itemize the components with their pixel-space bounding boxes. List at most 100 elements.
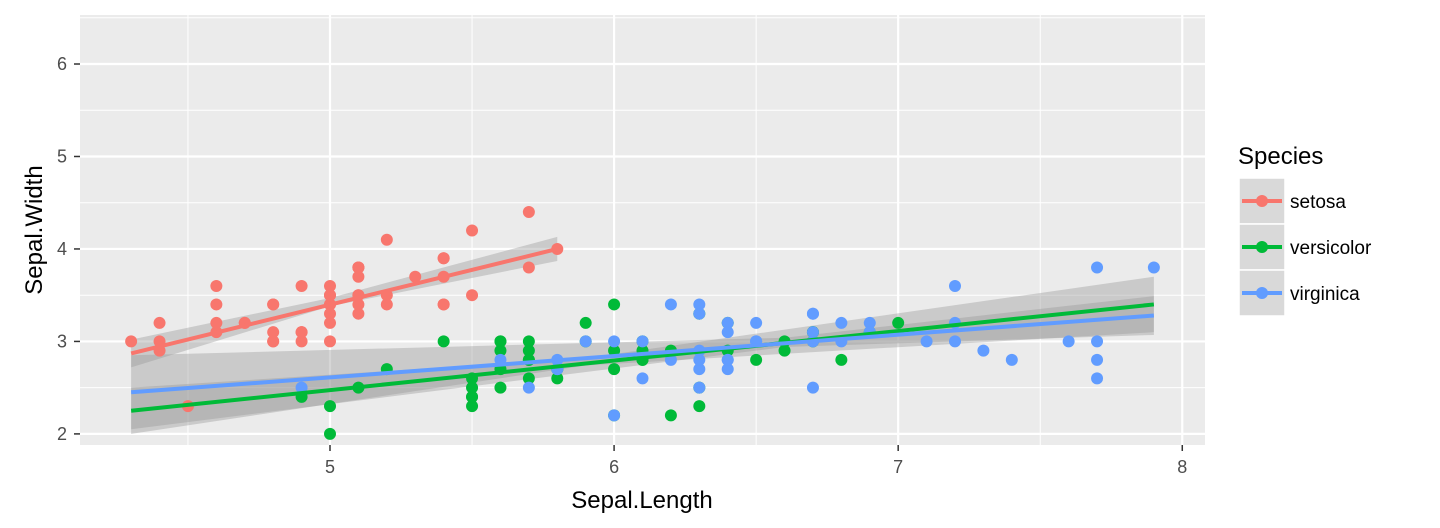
y-tick-labels: 2 3 4 5 6: [57, 54, 67, 444]
point-virginica: [295, 381, 308, 394]
legend-keys: setosa versicolor virginica: [1238, 177, 1372, 317]
point-virginica: [693, 298, 706, 311]
point-setosa: [210, 298, 223, 311]
point-versicolor: [437, 335, 450, 348]
point-virginica: [1091, 353, 1104, 366]
point-setosa: [267, 326, 280, 339]
point-virginica: [693, 307, 706, 320]
point-setosa: [522, 261, 535, 274]
regression-lines: [130, 247, 1155, 413]
point-virginica: [1062, 335, 1075, 348]
point-virginica: [636, 335, 649, 348]
point-virginica: [721, 353, 734, 366]
point-virginica: [949, 335, 961, 348]
point-setosa: [295, 335, 308, 348]
point-setosa: [324, 307, 336, 320]
point-versicolor: [522, 372, 535, 385]
point-setosa: [352, 298, 365, 311]
fit-line-versicolor: [130, 302, 1155, 413]
legend-item-virginica: virginica: [1238, 269, 1360, 317]
point-setosa: [267, 298, 280, 311]
legend: Species setosa versicolor virginica: [1238, 143, 1372, 317]
point-versicolor: [466, 381, 479, 394]
point-versicolor: [750, 353, 763, 366]
legend-key-point: [1256, 195, 1268, 207]
x-tick-label: 8: [1177, 457, 1187, 477]
point-versicolor: [579, 316, 592, 329]
point-virginica: [721, 316, 734, 329]
point-virginica: [949, 279, 961, 292]
x-tick-label: 7: [893, 457, 903, 477]
point-versicolor: [522, 335, 535, 348]
point-setosa: [153, 316, 166, 329]
point-setosa: [324, 335, 336, 348]
legend-item-versicolor: versicolor: [1238, 223, 1372, 271]
y-tick-label: 5: [57, 146, 67, 166]
point-virginica: [806, 326, 819, 339]
point-virginica: [835, 316, 848, 329]
point-virginica: [1005, 353, 1018, 366]
point-setosa: [409, 270, 422, 283]
point-setosa: [466, 289, 479, 302]
point-versicolor: [664, 409, 677, 422]
point-virginica: [920, 335, 933, 348]
point-versicolor: [522, 344, 535, 357]
point-setosa: [295, 326, 308, 339]
point-setosa: [352, 261, 365, 274]
point-virginica: [693, 363, 706, 376]
y-tick-label: 6: [57, 54, 67, 74]
point-virginica: [1091, 335, 1104, 348]
point-versicolor: [892, 316, 905, 329]
point-versicolor: [466, 390, 479, 403]
point-setosa: [522, 205, 535, 218]
point-virginica: [1091, 372, 1104, 385]
point-virginica: [522, 381, 535, 394]
x-tick-label: 5: [325, 457, 335, 477]
point-setosa: [352, 270, 365, 283]
point-virginica: [977, 344, 990, 357]
point-setosa: [324, 289, 336, 302]
point-setosa: [295, 279, 308, 292]
point-virginica: [664, 298, 677, 311]
point-versicolor: [608, 363, 621, 376]
point-virginica: [721, 363, 734, 376]
point-setosa: [380, 233, 393, 246]
point-virginica: [1091, 261, 1104, 274]
point-setosa: [210, 316, 223, 329]
point-versicolor: [778, 344, 791, 357]
legend-label: virginica: [1290, 284, 1360, 305]
point-virginica: [579, 335, 592, 348]
point-virginica: [863, 316, 876, 329]
point-versicolor: [494, 344, 507, 357]
fit-line-setosa: [130, 247, 558, 356]
y-tick-label: 3: [57, 331, 67, 351]
point-virginica: [608, 335, 621, 348]
point-virginica: [721, 326, 734, 339]
point-virginica: [608, 409, 621, 422]
legend-item-setosa: setosa: [1238, 177, 1346, 225]
y-axis-title: Sepal.Width: [21, 165, 48, 294]
point-setosa: [466, 224, 479, 237]
point-virginica: [806, 381, 819, 394]
point-versicolor: [324, 427, 336, 440]
point-virginica: [1147, 261, 1160, 274]
point-versicolor: [494, 335, 507, 348]
point-versicolor: [608, 344, 621, 357]
point-virginica: [750, 316, 763, 329]
legend-title: Species: [1238, 143, 1323, 170]
legend-label: versicolor: [1290, 238, 1372, 259]
legend-key-point: [1256, 241, 1268, 253]
point-setosa: [380, 298, 393, 311]
x-tick-label: 6: [609, 457, 619, 477]
point-setosa: [437, 252, 450, 265]
point-versicolor: [693, 400, 706, 413]
point-setosa: [352, 307, 365, 320]
point-setosa: [210, 279, 223, 292]
y-tick-label: 4: [57, 239, 67, 259]
y-tick-label: 2: [57, 424, 67, 444]
point-setosa: [324, 316, 336, 329]
point-versicolor: [835, 353, 848, 366]
point-setosa: [125, 335, 138, 348]
point-virginica: [636, 372, 649, 385]
point-versicolor: [608, 298, 621, 311]
